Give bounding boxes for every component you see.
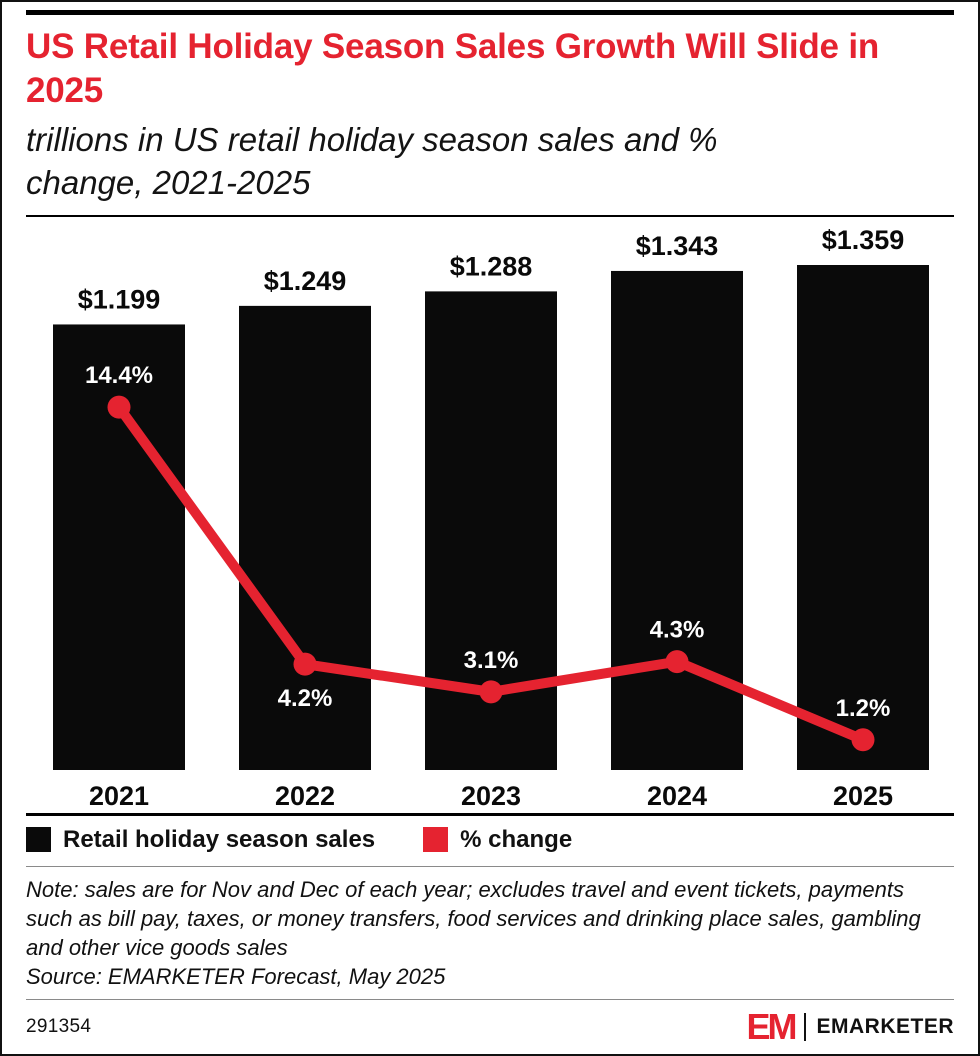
x-axis-label-2023: 2023	[461, 781, 521, 811]
brand-logo: EM EMARKETER	[746, 1009, 954, 1045]
bar-2025	[797, 264, 929, 770]
bar-value-label-2024: $1.343	[636, 231, 719, 261]
pct-marker-2023	[479, 680, 503, 704]
x-axis-label-2024: 2024	[647, 781, 707, 811]
legend-item-sales: Retail holiday season sales	[26, 826, 375, 854]
footer-divider	[26, 999, 954, 1001]
chart-svg: $1.199 $1.249 $1.288 $1.343 $1.359 14.4% 4.2% 3…	[53, 225, 929, 811]
legend-item-pct-change: % change	[423, 826, 572, 854]
pct-label-2023: 3.1%	[464, 647, 519, 674]
pct-marker-2021	[107, 395, 131, 419]
pct-marker-2024	[665, 650, 689, 674]
chart-top-divider	[26, 214, 954, 217]
pct-label-2025: 1.2%	[836, 695, 891, 722]
bar-2021	[53, 324, 185, 770]
bar-2024	[611, 270, 743, 770]
footer: 291354 EM EMARKETER	[26, 1006, 954, 1048]
top-rule	[26, 10, 954, 15]
x-axis-label-2022: 2022	[275, 781, 335, 811]
pct-label-2022: 4.2%	[278, 685, 333, 712]
emarketer-monogram-icon: EM	[746, 1006, 797, 1048]
bar-value-label-2021: $1.199	[78, 284, 161, 314]
bar-value-label-2025: $1.359	[822, 225, 905, 255]
source-text: Source: EMARKETER Forecast, May 2025	[26, 964, 446, 990]
page-title: US Retail Holiday Season Sales Growth Wi…	[26, 27, 880, 111]
note-divider	[26, 865, 954, 867]
brand-divider	[804, 1013, 807, 1042]
legend-label-sales: Retail holiday season sales	[63, 825, 376, 853]
note-block: Note: sales are for Nov and Dec of each …	[26, 875, 954, 991]
bar-2022	[239, 305, 371, 770]
bar-value-label-2022: $1.249	[264, 266, 347, 296]
chart-id: 291354	[26, 1016, 92, 1038]
bar-value-label-2023: $1.288	[450, 251, 533, 281]
brand-name: EMARKETER	[816, 1015, 954, 1039]
pct-marker-2025	[851, 728, 875, 752]
legend-label-pct-change: % change	[460, 825, 573, 853]
pct-label-2021: 14.4%	[85, 362, 153, 389]
x-axis-label-2025: 2025	[833, 781, 893, 811]
x-axis-rule	[26, 812, 954, 816]
pct-change-swatch-icon	[423, 827, 449, 853]
pct-label-2024: 4.3%	[650, 617, 705, 644]
sales-swatch-icon	[26, 827, 51, 853]
x-axis-label-2021: 2021	[89, 781, 149, 811]
legend: Retail holiday season sales % change	[26, 826, 954, 854]
chart: $1.199 $1.249 $1.288 $1.343 $1.359 14.4% 4.2% 3…	[26, 217, 956, 813]
note-text: Note: sales are for Nov and Dec of each …	[26, 876, 921, 961]
page-subtitle: trillions in US retail holiday season sa…	[26, 121, 718, 202]
pct-marker-2022	[293, 652, 317, 676]
